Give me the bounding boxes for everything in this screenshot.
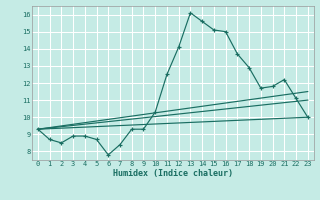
X-axis label: Humidex (Indice chaleur): Humidex (Indice chaleur)	[113, 169, 233, 178]
